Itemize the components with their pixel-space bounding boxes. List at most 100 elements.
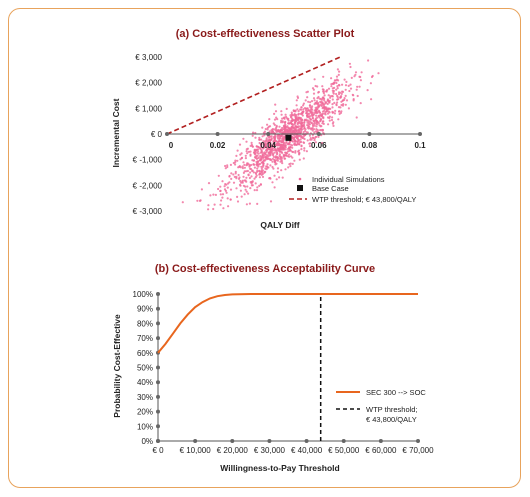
chart-a-simulation-point: [268, 118, 271, 121]
chart-a-simulation-point: [293, 159, 296, 162]
chart-a-simulation-point: [252, 159, 255, 162]
chart-a-simulation-point: [286, 126, 289, 129]
chart-a-simulation-point: [313, 99, 316, 102]
chart-a-simulation-point: [316, 107, 319, 110]
chart-a-simulation-point: [281, 162, 284, 165]
chart-a-simulation-point: [290, 139, 294, 142]
chart-a-simulation-point: [308, 145, 312, 148]
chart-a-simulation-point: [345, 99, 349, 102]
chart-a-simulation-point: [308, 134, 311, 137]
chart-a-simulation-point: [312, 92, 316, 95]
chart-a-simulation-point: [370, 75, 374, 79]
chart-a-simulation-point: [261, 166, 264, 169]
chart-a-simulation-point: [315, 109, 318, 112]
chart-b-x-tick-dot: [416, 439, 420, 443]
chart-a-simulation-point: [317, 135, 320, 138]
chart-a-simulation-point: [260, 143, 263, 146]
chart-a-base-case-point: [285, 134, 292, 141]
chart-a-simulation-point: [296, 95, 299, 98]
chart-a-simulation-point: [338, 70, 341, 73]
chart-a-simulation-point: [242, 137, 245, 140]
chart-a-simulation-point: [242, 161, 245, 164]
chart-a-simulation-point: [268, 130, 271, 133]
chart-a-simulation-point: [300, 148, 303, 151]
chart-a-simulation-point: [281, 117, 284, 120]
chart-b-x-tick-label: € 40,000: [291, 446, 323, 455]
chart-a-simulation-point: [254, 156, 257, 159]
chart-a-simulation-point: [280, 156, 283, 159]
chart-a-simulation-point: [287, 117, 290, 120]
chart-a-simulation-point: [295, 104, 298, 107]
chart-a-simulation-point: [298, 131, 302, 134]
chart-a-simulation-point: [255, 189, 259, 192]
chart-a-simulation-point: [355, 116, 358, 119]
chart-a-simulation-point: [322, 90, 325, 93]
chart-a-simulation-point: [355, 88, 358, 91]
chart-a-simulation-point: [326, 102, 329, 106]
chart-a-simulation-point: [288, 146, 292, 149]
chart-a-simulation-point: [238, 176, 241, 179]
chart-a-simulation-point: [328, 99, 331, 102]
chart-a-simulation-point: [306, 115, 309, 118]
chart-a-simulation-point: [281, 131, 284, 134]
chart-a-simulation-point: [226, 197, 229, 200]
chart-a-simulation-point: [263, 141, 266, 144]
chart-a-simulation-point: [344, 103, 347, 106]
chart-a-simulation-point: [226, 165, 229, 169]
chart-a-simulation-point: [304, 119, 307, 122]
chart-a-simulation-point: [266, 128, 269, 131]
chart-a-simulation-point: [239, 153, 242, 156]
chart-b-x-tick-dot: [156, 439, 160, 443]
chart-a-simulation-point: [253, 189, 256, 192]
chart-a-simulation-point: [274, 147, 277, 150]
chart-a-simulation-point: [245, 176, 248, 179]
chart-b-y-tick-dot: [156, 409, 160, 414]
chart-a-simulation-point: [243, 166, 246, 169]
chart-a-simulation-point: [269, 158, 272, 161]
chart-b-y-tick-label: 100%: [133, 290, 153, 299]
chart-a-simulation-point: [250, 141, 253, 144]
chart-a-simulation-point: [248, 163, 251, 166]
chart-a-simulation-point: [263, 152, 266, 155]
chart-a-simulation-point: [322, 122, 325, 125]
chart-b-y-label: Probability Cost-Effective: [112, 314, 122, 418]
chart-a-simulation-point: [245, 190, 248, 193]
chart-a-simulation-point: [255, 148, 258, 151]
chart-a-simulation-point: [297, 118, 300, 121]
chart-a-simulation-point: [269, 150, 273, 153]
chart-a-simulation-point: [288, 149, 291, 152]
chart-a-simulation-point: [250, 168, 253, 171]
chart-a-simulation-point: [289, 131, 292, 134]
chart-a-simulation-point: [258, 176, 261, 179]
chart-a-simulation-point: [250, 184, 253, 187]
chart-a-simulation-point: [293, 119, 296, 122]
chart-a-simulation-point: [219, 185, 222, 188]
chart-b-y-tick-dot: [156, 424, 160, 429]
chart-a-simulation-point: [256, 154, 259, 157]
chart-a-simulation-point: [327, 110, 330, 113]
chart-a-simulation-point: [307, 122, 310, 126]
chart-a-simulation-point: [267, 145, 270, 148]
chart-a-simulation-point: [259, 147, 262, 150]
chart-a-x-tick-label: 0.02: [210, 141, 226, 150]
chart-a-simulation-point: [281, 137, 284, 140]
chart-a-simulation-point: [278, 130, 281, 133]
chart-a-simulation-point: [257, 150, 260, 153]
chart-a-simulation-point: [272, 142, 275, 145]
chart-a-simulation-point: [296, 142, 299, 145]
chart-a-simulation-point: [359, 79, 362, 82]
chart-a-simulation-point: [245, 150, 248, 153]
chart-a-simulation-point: [336, 101, 339, 104]
chart-a-simulation-point: [256, 170, 259, 173]
chart-a-simulation-point: [284, 148, 287, 151]
chart-a-simulation-point: [326, 112, 330, 115]
chart-b-x-tick-label: € 10,000: [180, 446, 212, 455]
chart-a-simulation-point: [315, 120, 318, 123]
chart-a-simulation-point: [275, 124, 278, 127]
chart-a-simulation-point: [290, 111, 293, 114]
chart-a-simulation-point: [276, 157, 279, 160]
chart-a-simulation-point: [273, 112, 276, 115]
chart-a-simulation-point: [266, 163, 269, 166]
chart-a-simulation-point: [232, 181, 236, 184]
chart-a-simulation-point: [273, 118, 277, 121]
